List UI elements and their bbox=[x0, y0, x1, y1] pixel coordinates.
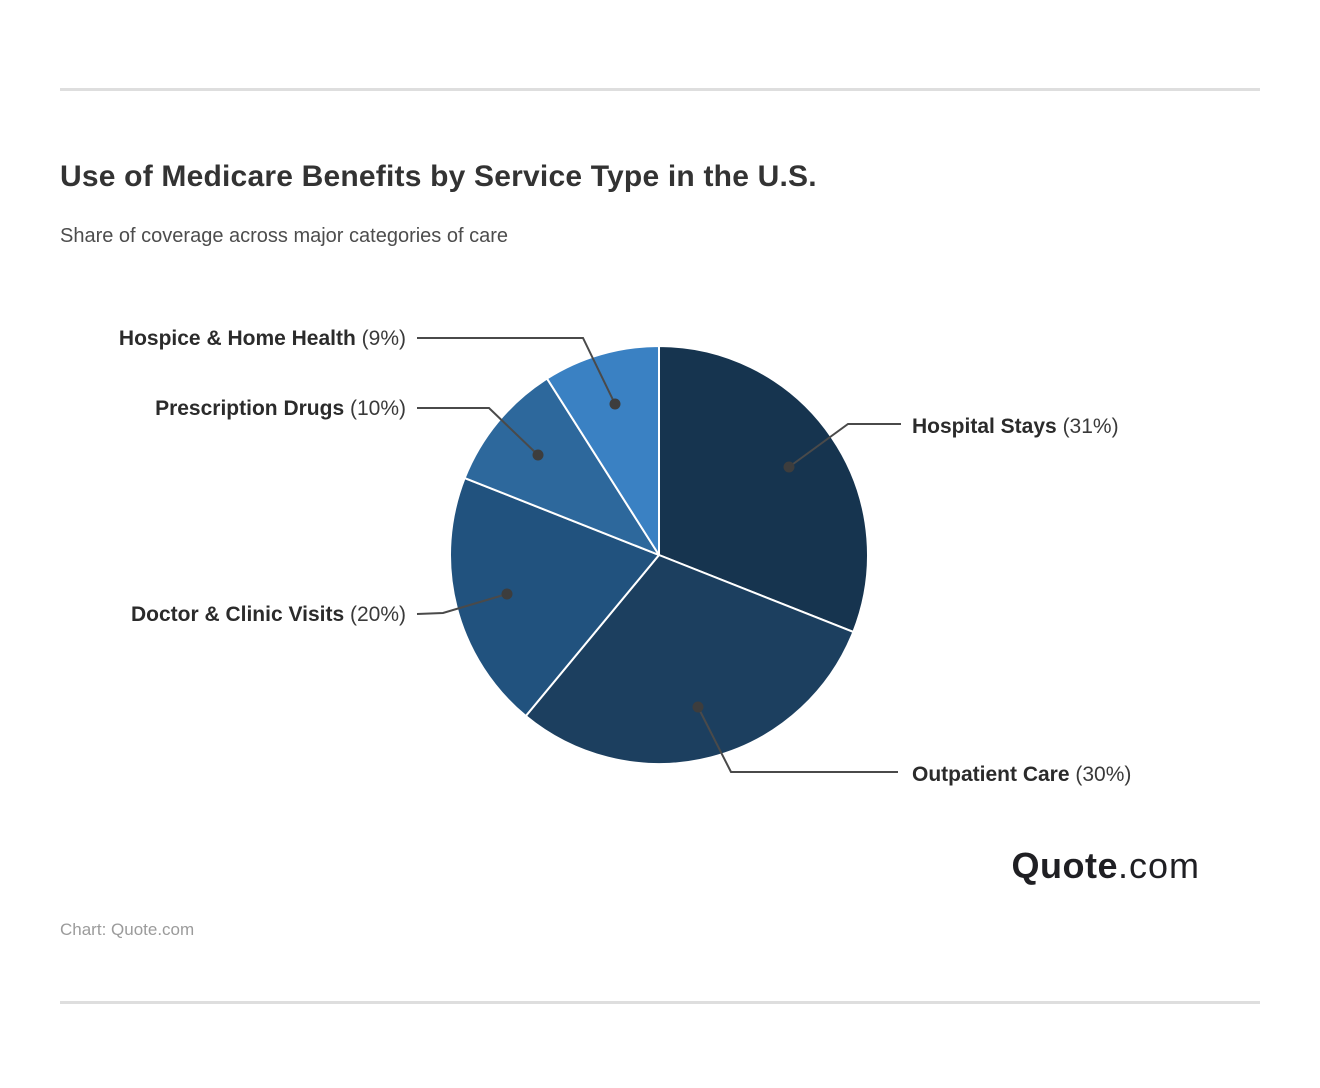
leader-dot-doctor-and-clinic-visits bbox=[501, 588, 513, 600]
quote-logo-bold: Quote bbox=[1011, 845, 1118, 886]
chart-credit: Chart: Quote.com bbox=[60, 920, 195, 939]
page-title: Use of Medicare Benefits by Service Type… bbox=[60, 160, 817, 193]
leader-line-doctor-and-clinic-visits bbox=[416, 593, 508, 615]
slice-label-name-prescription-drugs: Prescription Drugs bbox=[155, 397, 350, 420]
leader-dot-hospital-stays bbox=[783, 461, 795, 473]
top-divider bbox=[60, 88, 1260, 91]
slice-label-percent-doctor-and-clinic-visits: (20%) bbox=[350, 603, 406, 626]
leader-line-prescription-drugs bbox=[417, 407, 539, 456]
slice-label-percent-prescription-drugs: (10%) bbox=[350, 397, 406, 420]
pie-slice-prescription-drugs bbox=[463, 377, 660, 556]
leader-line-hospice-and-home-health bbox=[417, 337, 616, 405]
leader-dot-outpatient-care bbox=[692, 701, 704, 713]
slice-label-name-hospital-stays: Hospital Stays bbox=[912, 415, 1063, 438]
slice-label-name-hospice-and-home-health: Hospice & Home Health bbox=[119, 327, 362, 350]
quote-logo: Quote.com bbox=[1011, 845, 1200, 887]
slice-label-prescription-drugs: Prescription Drugs (10%) bbox=[155, 397, 406, 420]
leader-dot-prescription-drugs bbox=[532, 449, 544, 461]
pie-slice-hospice-and-home-health bbox=[546, 345, 660, 556]
slice-label-percent-hospital-stays: (31%) bbox=[1063, 415, 1119, 438]
slice-label-doctor-and-clinic-visits: Doctor & Clinic Visits (20%) bbox=[131, 603, 406, 626]
pie-slice-doctor-and-clinic-visits bbox=[449, 477, 660, 718]
leader-dot-hospice-and-home-health bbox=[609, 398, 621, 410]
bottom-divider bbox=[60, 1001, 1260, 1004]
page-subtitle: Share of coverage across major categorie… bbox=[60, 225, 508, 247]
leader-line-hospital-stays bbox=[788, 423, 901, 468]
slice-label-outpatient-care: Outpatient Care (30%) bbox=[912, 763, 1131, 786]
pie-slice-outpatient-care bbox=[524, 554, 855, 765]
pie-slice-hospital-stays bbox=[658, 345, 869, 633]
slice-label-percent-outpatient-care: (30%) bbox=[1075, 763, 1131, 786]
slice-label-name-doctor-and-clinic-visits: Doctor & Clinic Visits bbox=[131, 603, 350, 626]
leader-line-outpatient-care bbox=[697, 706, 898, 773]
slice-label-percent-hospice-and-home-health: (9%) bbox=[362, 327, 406, 350]
slice-label-hospice-and-home-health: Hospice & Home Health (9%) bbox=[119, 327, 406, 350]
slice-label-hospital-stays: Hospital Stays (31%) bbox=[912, 415, 1119, 438]
quote-logo-light: .com bbox=[1117, 845, 1200, 886]
slice-label-name-outpatient-care: Outpatient Care bbox=[912, 763, 1075, 786]
